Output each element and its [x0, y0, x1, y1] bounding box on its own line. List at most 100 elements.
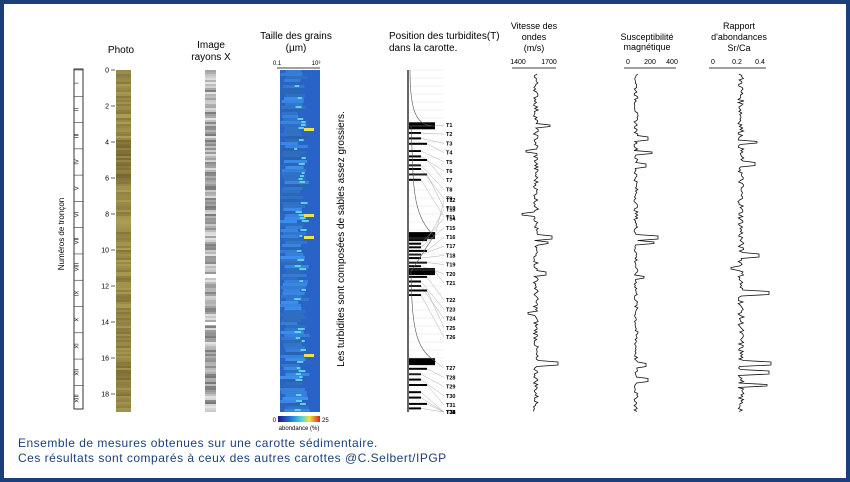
photo-title: Photo	[108, 45, 135, 56]
turbidite-annotation: Les turbidites sont composées de sables …	[336, 111, 347, 367]
turbidite-bar	[409, 268, 435, 276]
turbidite-label: T31	[446, 403, 455, 409]
velocity-title-line1: Vitesse des	[511, 21, 558, 31]
grain-axis-min: 0.1	[273, 61, 282, 67]
susceptibility-title-line2: magnétique	[623, 42, 670, 52]
section-label: IX	[75, 290, 81, 296]
turbidite-bar	[409, 242, 421, 245]
section-label: XI	[75, 343, 81, 349]
turbidite-bar	[409, 168, 421, 170]
turbidite-label: T34	[446, 410, 456, 416]
depth-tick-label: 10	[101, 248, 109, 255]
turbidite-bar	[409, 391, 421, 394]
turbidite-bar	[409, 155, 421, 158]
turbidite-label: T29	[446, 385, 455, 391]
turbidite-label: T24	[446, 317, 456, 323]
turbidite-label: T7	[446, 178, 452, 184]
turbidite-label: T17	[446, 244, 455, 250]
turbidite-bar	[409, 239, 427, 242]
colorbar-label: abondance (%)	[279, 426, 320, 432]
xray-title-line1: Image	[197, 40, 225, 51]
section-label: III	[75, 133, 81, 138]
turbidite-bar	[409, 232, 435, 240]
section-label: VII	[75, 237, 81, 244]
turbidite-label: T14	[446, 217, 456, 223]
turbidite-label: T15	[446, 226, 455, 232]
turbidite-bar	[409, 280, 421, 283]
turbidite-bar	[409, 373, 421, 376]
turbidite-label: T11	[446, 215, 455, 221]
turbidite-label: T6	[446, 169, 452, 175]
turbidite-bar	[409, 164, 421, 167]
turbidite-bar	[409, 142, 427, 145]
turbidite-label: T20	[446, 272, 455, 278]
turbidite-label: T30	[446, 394, 455, 400]
velocity-tick-1: 1700	[541, 59, 557, 66]
velocity-title-line2: ondes	[522, 32, 547, 42]
turbidite-bar	[409, 402, 427, 405]
turbidite-title-line2: dans la carotte.	[389, 43, 457, 54]
depth-tick-label: 0	[105, 68, 109, 75]
turbidite-bar	[409, 378, 421, 381]
susceptibility-tick-0: 0	[626, 59, 630, 66]
grain-size-heatmap	[280, 70, 320, 412]
turbidite-label: T13	[446, 207, 455, 213]
turbidite-label: T16	[446, 235, 455, 241]
section-label: IV	[75, 159, 81, 165]
grain-axis-max: 10³	[312, 61, 321, 67]
section-label: VI	[75, 211, 81, 217]
turbidite-label: T28	[446, 375, 455, 381]
turbidite-label: T10	[446, 206, 455, 212]
turbidite-column: T1 T2 T3 T4 T5 T6 T7 T8 T9 T10 T11 T12 T13 T14 T15 T16 T…	[407, 69, 456, 416]
turbidite-label: T35	[446, 410, 455, 416]
susceptibility-curve	[633, 73, 659, 412]
srca-title-line1: Rapport	[723, 21, 756, 31]
turbidite-title-line1: Position des turbidites(T)	[389, 31, 500, 42]
turbidite-label: T9	[446, 197, 452, 203]
depth-tick-label: 2	[105, 104, 109, 111]
turbidite-label: T4	[446, 151, 453, 157]
turbidite-bar	[409, 173, 427, 176]
srca-title-line2: d'abondances	[711, 32, 767, 42]
grain-title-line2: (µm)	[286, 43, 307, 54]
susceptibility-tick-1: 200	[644, 59, 656, 66]
turbidite-label: T32	[446, 410, 455, 416]
depth-tick-label: 16	[101, 356, 109, 363]
section-label: II	[75, 107, 81, 111]
depth-tick-label: 6	[105, 176, 109, 183]
turbidite-label: T3	[446, 141, 452, 147]
susceptibility-title-line1: Susceptibilité	[620, 32, 673, 42]
turbidite-bar	[409, 253, 421, 256]
turbidite-bar	[409, 294, 421, 296]
turbidite-label: T12	[446, 198, 455, 204]
turbidite-bar	[409, 150, 421, 152]
turbidite-bar	[409, 367, 427, 370]
turbidite-label: T22	[446, 298, 455, 304]
turbidite-bar	[409, 159, 427, 161]
turbidite-bar	[409, 396, 421, 399]
section-label: X	[75, 317, 81, 321]
turbidite-bar	[409, 384, 427, 386]
srca-title-line3: Sr/Ca	[727, 43, 750, 53]
turbidite-label: T2	[446, 132, 452, 138]
colorbar-max: 25	[322, 418, 329, 424]
srca-tick-0: 0	[711, 59, 715, 66]
colorbar-min: 0	[273, 418, 277, 424]
susceptibility-tick-2: 400	[666, 59, 678, 66]
turbidite-bar	[409, 265, 421, 268]
srca-tick-2: 0.4	[755, 59, 765, 66]
turbidite-bar	[409, 289, 427, 292]
caption: Ensemble de mesures obtenues sur une car…	[18, 436, 447, 466]
depth-tick-label: 12	[101, 284, 109, 291]
section-label: VIII	[75, 263, 81, 272]
xray-image	[205, 70, 216, 412]
turbidite-label: T26	[446, 335, 455, 341]
srca-tick-1: 0.2	[732, 59, 742, 66]
turbidite-label: T21	[446, 281, 455, 287]
srca-curve	[730, 73, 772, 412]
xray-title-line2: rayons X	[191, 52, 231, 63]
turbidite-label: T25	[446, 326, 455, 332]
section-label: XIII	[75, 394, 81, 403]
velocity-tick-0: 1400	[510, 59, 526, 66]
